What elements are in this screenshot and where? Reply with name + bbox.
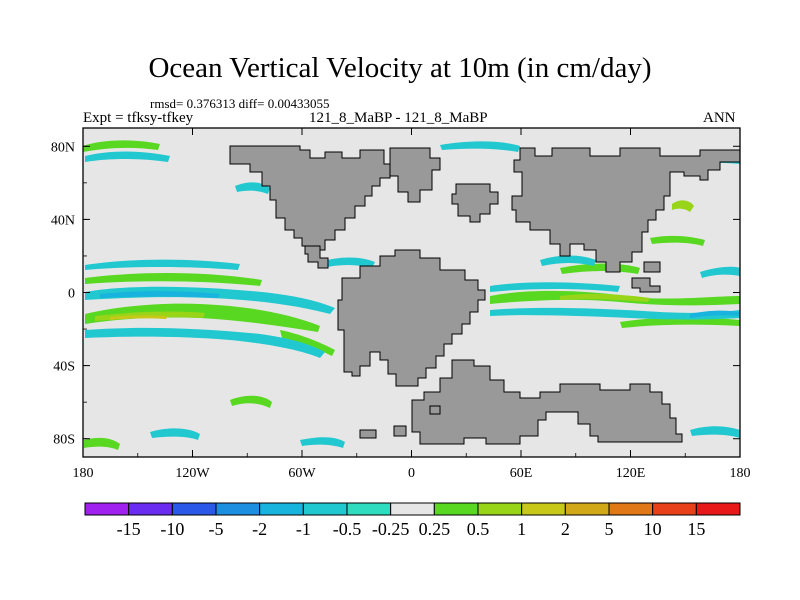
land-island-small	[393, 425, 407, 437]
negative-patch	[100, 291, 220, 298]
colorbar-label: 10	[644, 519, 662, 539]
land-eurasia	[511, 147, 741, 273]
x-tick-label: 0	[408, 466, 415, 481]
land-north-america	[229, 145, 391, 251]
negative-patch	[690, 310, 740, 318]
y-tick-label: 80S	[53, 433, 75, 448]
colorbar-swatch	[215, 502, 261, 516]
colorbar-label: 5	[605, 519, 614, 539]
negative-patch	[440, 141, 520, 152]
colorbar-swatch	[171, 502, 217, 516]
colorbar-label: 0.5	[467, 519, 490, 539]
x-tick-label: 60W	[288, 466, 316, 481]
experiment-label: Expt = tfksy-tfkey	[83, 110, 194, 126]
colorbar-swatch	[608, 502, 654, 516]
negative-patch	[490, 307, 740, 320]
positive-patch	[280, 330, 335, 356]
positive-patch	[85, 273, 262, 286]
y-axis: 80N 40N 0 40S 80S	[51, 140, 740, 448]
positive-patch	[560, 293, 650, 302]
field-layer	[83, 140, 740, 450]
colorbar-swatch	[346, 502, 392, 516]
colorbar-label: -1	[296, 519, 311, 539]
negative-patch	[85, 327, 325, 358]
land-central-america	[304, 245, 329, 269]
land-se-asia	[631, 277, 661, 293]
negative-patch	[85, 151, 170, 162]
colorbar-swatch	[477, 502, 523, 516]
case-label: 121_8_MaBP - 121_8_MaBP	[309, 110, 488, 126]
positive-patch	[620, 317, 740, 328]
season-label: ANN	[703, 110, 736, 126]
x-tick-label: 180	[73, 466, 94, 481]
colorbar-label: -0.5	[333, 519, 362, 539]
x-tick-label: 180	[730, 466, 751, 481]
colorbar-swatch	[84, 502, 130, 516]
colorbar-swatch	[302, 502, 348, 516]
colorbar-swatch	[259, 502, 304, 516]
y-tick-label: 40S	[53, 360, 75, 375]
x-axis: 180 120W 60W 0 60E 120E 180	[73, 128, 751, 481]
colorbar-label: 15	[687, 519, 705, 539]
y-tick-label: 0	[68, 287, 75, 302]
land-island-small	[359, 429, 377, 439]
positive-patch	[83, 140, 160, 152]
colorbar-label: -0.25	[372, 519, 410, 539]
land-islands	[643, 261, 661, 273]
positive-patch	[230, 395, 272, 408]
negative-patch	[690, 426, 740, 438]
colorbar-swatch	[695, 502, 741, 516]
negative-patch	[150, 428, 200, 440]
colorbar-label: 2	[561, 519, 570, 539]
colorbar-label: 1	[517, 519, 526, 539]
negative-patch	[85, 259, 240, 270]
y-tick-label: 80N	[51, 140, 75, 155]
y-tick-label: 40N	[51, 213, 75, 228]
colorbar-swatch	[433, 502, 479, 516]
x-tick-label: 120E	[616, 466, 646, 481]
colorbar-swatch	[128, 502, 173, 516]
x-tick-label: 120W	[175, 466, 210, 481]
land-europe	[451, 183, 499, 223]
negative-patch	[300, 437, 345, 448]
positive-patch	[84, 437, 120, 450]
positive-patch	[650, 235, 705, 246]
negative-patch	[320, 257, 375, 268]
land-southern-continent	[411, 359, 683, 445]
negative-patch	[700, 266, 740, 278]
colorbar-label: -5	[209, 519, 224, 539]
stats-label: rmsd= 0.376313 diff= 0.00433055	[150, 96, 330, 111]
colorbar-swatch	[521, 502, 566, 516]
colorbar-swatch	[564, 502, 610, 516]
land-layer	[229, 145, 741, 445]
colorbar-label: -10	[160, 519, 184, 539]
colorbar-swatch	[390, 502, 435, 516]
chart-title: Ocean Vertical Velocity at 10m (in cm/da…	[148, 52, 652, 84]
land-island-small	[429, 405, 441, 415]
land-greenland	[389, 147, 441, 203]
negative-patch	[235, 182, 270, 194]
negative-patch	[490, 282, 620, 292]
colorbar-label: -2	[252, 519, 267, 539]
colorbar-label: -15	[117, 519, 141, 539]
colorbar-swatch	[652, 502, 697, 516]
positive-patch	[672, 200, 694, 212]
positive-patch	[110, 315, 168, 320]
colorbar-label: 0.25	[419, 519, 451, 539]
negative-patch	[540, 255, 596, 266]
colorbar: -15 -10 -5 -2 -1 -0.5 -0.25 0.25 0.5 1 2 5 10 15	[84, 502, 741, 539]
x-tick-label: 60E	[510, 466, 533, 481]
land-south-america	[337, 249, 486, 387]
